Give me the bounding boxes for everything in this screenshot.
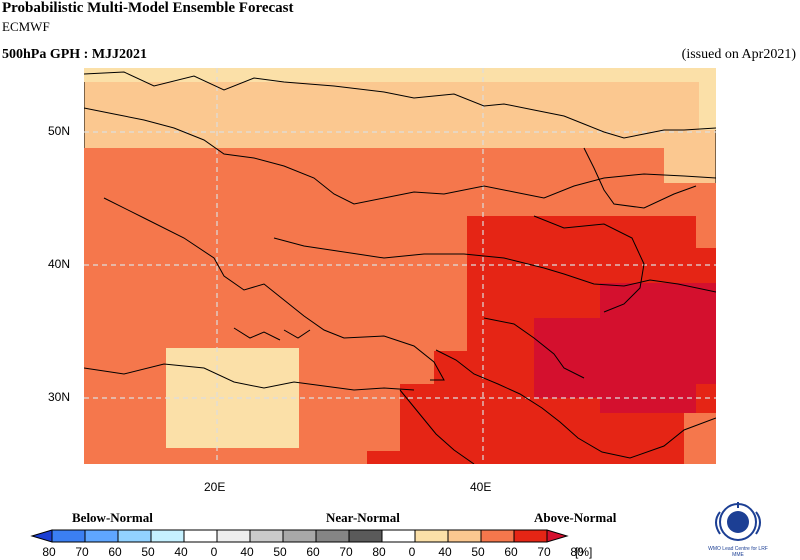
lat-label-50n: 50N [48, 124, 71, 138]
legend-unit: [%] [575, 545, 592, 559]
legend-tick-label: 0 [211, 545, 218, 559]
lon-label-20e: 20E [204, 480, 226, 494]
lat-label-40n: 40N [48, 257, 71, 271]
legend-tick-label: 40 [438, 545, 452, 559]
legend-tick-label: 40 [174, 545, 188, 559]
legend-swatch [381, 529, 416, 543]
map-title: Probabilistic Multi-Model Ensemble Forec… [2, 0, 294, 16]
legend-tick-label: 70 [537, 545, 551, 559]
coastlines [84, 71, 716, 464]
legend-swatch [282, 529, 317, 543]
legend-arrow-left [30, 529, 53, 543]
region-near-normal-north [84, 68, 716, 82]
lon-label-40e: 40E [470, 480, 492, 494]
legend-swatch [513, 529, 548, 543]
legend-tick-label: 60 [108, 545, 122, 559]
variable-label: 500hPa GPH : MJJ2021 [2, 47, 148, 62]
lat-label-30n: 30N [48, 390, 71, 404]
region-above80 [534, 283, 716, 413]
legend-swatch [84, 529, 119, 543]
legend-tick-label: 50 [471, 545, 485, 559]
legend-swatch [348, 529, 383, 543]
legend-tick-label: 0 [409, 545, 416, 559]
legend-swatch [117, 529, 152, 543]
legend-swatch [249, 529, 284, 543]
legend-tick-label: 40 [240, 545, 254, 559]
model-label: ECMWF [2, 19, 50, 34]
legend-swatch [183, 529, 218, 543]
legend-near-normal: Near-Normal [326, 510, 400, 525]
legend-swatch [216, 529, 251, 543]
legend-swatch [315, 529, 350, 543]
wmo-logo-icon [715, 502, 761, 541]
legend-swatch [51, 529, 86, 543]
legend-swatch [480, 529, 515, 543]
issued-label: (issued on Apr2021) [681, 47, 796, 62]
legend-tick-label: 70 [75, 545, 89, 559]
legend-above-normal: Above-Normal [534, 510, 617, 525]
legend-tick-label: 80 [570, 545, 584, 559]
gridlines [84, 68, 716, 464]
legend-tick-label: 50 [273, 545, 287, 559]
color-legend: 80 70 60 50 40 0 40 50 60 70 80 0 40 50 60 70 80[%] [30, 529, 592, 559]
legend-tick-label: 50 [141, 545, 155, 559]
legend-tick-label: 70 [339, 545, 353, 559]
legend-swatch [447, 529, 482, 543]
logo-caption: WMO Lead Centre for LRF MME [708, 546, 768, 558]
legend-below-normal: Below-Normal [72, 510, 153, 525]
legend-arrow-right [546, 529, 569, 543]
forecast-map [84, 68, 716, 464]
legend-tick-label: 60 [306, 545, 320, 559]
legend-tick-label: 60 [504, 545, 518, 559]
legend-swatch [150, 529, 185, 543]
legend-tick-label: 80 [372, 545, 386, 559]
legend-swatch [414, 529, 449, 543]
legend-tick-label: 80 [42, 545, 56, 559]
